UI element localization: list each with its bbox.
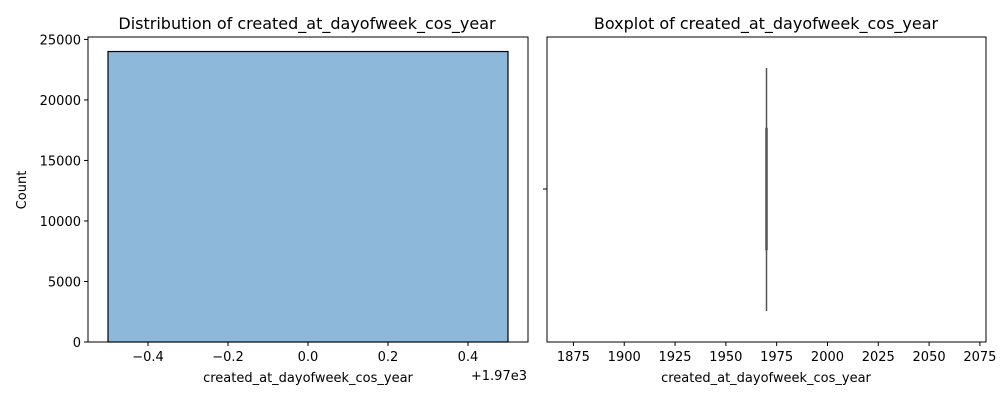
boxplot-title: Boxplot of created_at_dayofweek_cos_year: [594, 14, 939, 34]
histogram-x-offset-text: +1.97e3: [471, 369, 527, 384]
boxplot-marks: [765, 68, 768, 311]
histogram-chart: Distribution of created_at_dayofweek_cos…: [15, 14, 529, 386]
histogram-y-tick-label: 20000: [40, 94, 81, 109]
boxplot-box: [765, 127, 768, 251]
histogram-y-tick-label: 15000: [40, 154, 81, 169]
histogram-y-tick-label: 10000: [40, 215, 81, 230]
histogram-x-tick-label: 0.0: [298, 350, 319, 365]
histogram-x-tick-label: 0.4: [458, 350, 479, 365]
boxplot-x-tick-label: 1875: [557, 350, 590, 365]
boxplot-x-tick-label: 1900: [608, 350, 641, 365]
histogram-x-tick-label: −0.2: [212, 350, 244, 365]
histogram-x-ticks: −0.4 −0.2 0.0 0.2 0.4: [132, 342, 478, 365]
histogram-x-axis-label: created_at_dayofweek_cos_year: [203, 371, 413, 386]
histogram-x-tick-label: −0.4: [132, 350, 164, 365]
boxplot-x-tick-label: 2025: [862, 350, 895, 365]
histogram-y-tick-label: 0: [73, 336, 81, 351]
histogram-bars: [107, 50, 509, 343]
histogram-x-tick-label: 0.2: [378, 350, 399, 365]
histogram-title: Distribution of created_at_dayofweek_cos…: [118, 14, 496, 34]
histogram-y-axis-label: Count: [15, 171, 30, 210]
histogram-y-ticks: 0 5000 10000 15000 20000 25000: [40, 33, 88, 351]
boxplot-x-axis-label: created_at_dayofweek_cos_year: [661, 371, 871, 386]
boxplot-chart: Boxplot of created_at_dayofweek_cos_year…: [543, 14, 996, 386]
boxplot-x-tick-label: 1950: [709, 350, 742, 365]
boxplot-x-tick-label: 2000: [811, 350, 844, 365]
boxplot-x-tick-label: 2075: [963, 350, 996, 365]
boxplot-x-tick-label: 1975: [760, 350, 793, 365]
histogram-y-tick-label: 5000: [48, 275, 81, 290]
histogram-y-tick-label: 25000: [40, 33, 81, 48]
boxplot-x-tick-label: 1925: [658, 350, 691, 365]
boxplot-x-ticks: 1875 1900 1925 1950 1975 2000 2025 2050 2075: [557, 342, 996, 365]
histogram-bar: [107, 50, 509, 343]
boxplot-x-tick-label: 2050: [913, 350, 946, 365]
